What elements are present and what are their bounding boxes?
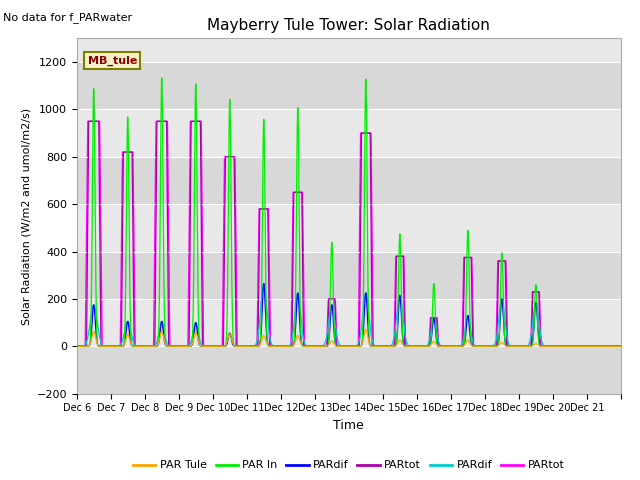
Title: Mayberry Tule Tower: Solar Radiation: Mayberry Tule Tower: Solar Radiation	[207, 18, 490, 33]
Y-axis label: Solar Radiation (W/m2 and umol/m2/s): Solar Radiation (W/m2 and umol/m2/s)	[21, 108, 31, 324]
Bar	[77, 62, 621, 109]
X-axis label: Time: Time	[333, 419, 364, 432]
Bar	[77, 252, 621, 299]
Bar	[77, 346, 621, 394]
Bar	[77, 109, 621, 157]
Text: MB_tule: MB_tule	[88, 55, 137, 66]
Bar	[77, 157, 621, 204]
Legend: PAR Tule, PAR In, PARdif, PARtot, PARdif, PARtot: PAR Tule, PAR In, PARdif, PARtot, PARdif…	[129, 456, 569, 475]
Bar	[77, 204, 621, 252]
Bar	[77, 299, 621, 346]
Text: No data for f_PARwater: No data for f_PARwater	[3, 12, 132, 23]
